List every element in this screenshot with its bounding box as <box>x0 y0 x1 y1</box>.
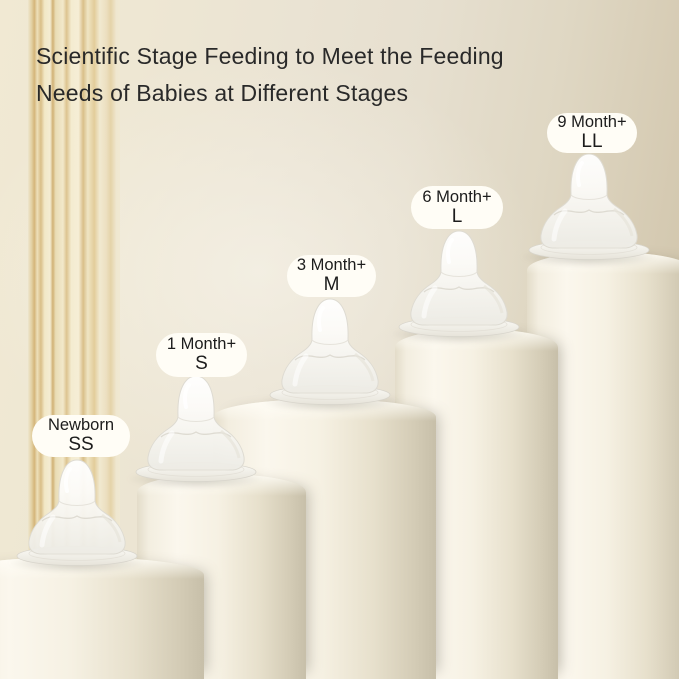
bottle-nipple-illustration-newborn <box>15 456 139 568</box>
bottle-nipple-illustration-3-month <box>268 295 392 407</box>
bottle-nipple-illustration-9-month <box>527 150 651 262</box>
stage-size-label: M <box>323 274 340 296</box>
bottle-nipple-illustration-1-month <box>134 372 258 484</box>
stage-age-label: 9 Month+ <box>557 113 627 132</box>
stage-label-9-month: 9 Month+ LL <box>547 113 637 153</box>
stage-size-label: SS <box>68 434 94 456</box>
stage-age-label: 1 Month+ <box>166 335 237 354</box>
stage-age-label: 6 Month+ <box>422 187 492 206</box>
stage-label-1-month: 1 Month+ S <box>156 333 247 377</box>
stage-label-6-month: 6 Month+ L <box>411 186 503 229</box>
stage-age-label: 3 Month+ <box>296 256 367 275</box>
headline: Scientific Stage Feeding to Meet the Fee… <box>36 38 504 112</box>
stage-size-label: LL <box>581 131 603 153</box>
stage-label-newborn: Newborn SS <box>32 415 130 457</box>
headline-line-1: Scientific Stage Feeding to Meet the Fee… <box>36 43 504 69</box>
bottle-nipple-illustration-6-month <box>397 227 521 339</box>
stage-label-3-month: 3 Month+ M <box>287 255 376 297</box>
stage-age-label: Newborn <box>47 416 115 435</box>
pedestal-1 <box>0 557 204 679</box>
stage-size-label: L <box>451 205 463 227</box>
headline-line-2: Needs of Babies at Different Stages <box>36 80 409 106</box>
stage-size-label: S <box>195 353 208 375</box>
